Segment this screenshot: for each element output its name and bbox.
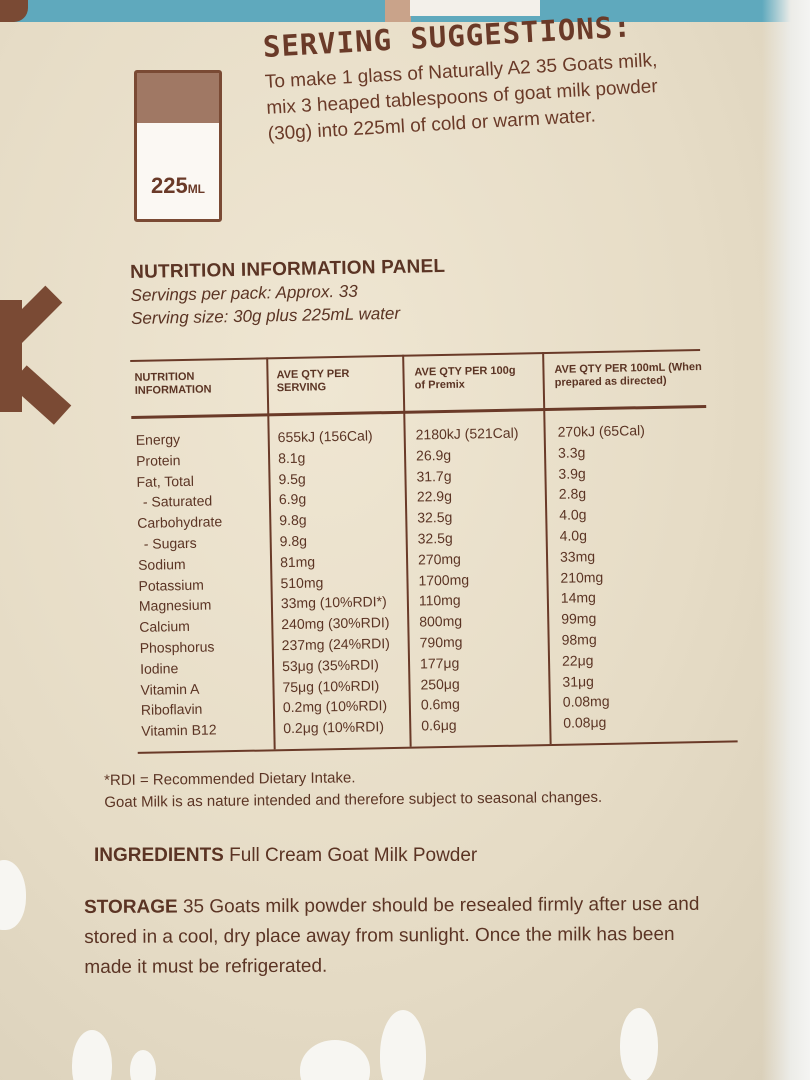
- per-100g-value: 250μg: [420, 675, 460, 693]
- partial-letter-k: [0, 285, 72, 425]
- per-100g-value: 177μg: [419, 654, 460, 672]
- nutrient-name: Fat, Total: [136, 472, 194, 490]
- per-100ml-value: 0.08mg: [562, 693, 610, 711]
- nutrient-name: Protein: [135, 451, 181, 469]
- per-100g-value: 32.5g: [417, 509, 453, 526]
- nutrient-name: Sodium: [137, 555, 186, 573]
- table-bottom-rule: [137, 740, 738, 754]
- per-serving-value: 0.2μg (10%RDI): [283, 718, 385, 737]
- per-100ml-value: 22μg: [561, 651, 594, 669]
- footnotes: *RDI = Recommended Dietary Intake. Goat …: [104, 763, 744, 814]
- nutrient-name: Calcium: [139, 618, 191, 636]
- milk-splash-bottom-5: [620, 1008, 658, 1080]
- per-100g-value: 800mg: [419, 612, 463, 630]
- per-serving-value: 81mg: [279, 553, 316, 570]
- nutrient-name: Vitamin B12: [141, 721, 217, 740]
- table-header-rule: [131, 404, 707, 419]
- per-100ml-value: 4.0g: [559, 527, 588, 544]
- storage: STORAGE 35 Goats milk powder should be r…: [84, 890, 724, 983]
- package-fold-edge: [762, 0, 810, 1080]
- per-100g-value: 0.6mg: [420, 696, 460, 713]
- per-100g-value: 26.9g: [415, 446, 452, 464]
- per-serving-value: 9.8g: [279, 532, 308, 550]
- nutrient-name: Energy: [135, 431, 181, 448]
- per-100g-value: 32.5g: [417, 529, 453, 547]
- per-100g-value: 0.6μg: [421, 716, 457, 734]
- per-100g-value: 2180kJ (521Cal): [415, 424, 519, 443]
- top-mid-shape: [385, 0, 411, 22]
- nutrient-name: Phosphorus: [139, 638, 215, 656]
- per-100ml-value: 210mg: [560, 568, 604, 586]
- per-serving-value: 655kJ (156Cal): [277, 427, 373, 446]
- per-serving-value: 9.8g: [279, 511, 307, 529]
- per-100ml-value: 2.8g: [558, 485, 587, 503]
- per-serving-value: 510mg: [280, 573, 324, 591]
- header-per-100ml: AVE QTY PER 100mL (When prepared as dire…: [554, 361, 702, 389]
- serving-suggestions: SERVING SUGGESTIONS: To make 1 glass of …: [262, 7, 688, 148]
- nutrient-name: Magnesium: [138, 596, 212, 615]
- nutrient-name: Iodine: [139, 659, 179, 677]
- per-100ml-value: 98mg: [561, 631, 597, 648]
- storage-label: STORAGE: [84, 896, 178, 918]
- nutrient-name: - Sugars: [143, 534, 197, 552]
- per-100ml-value: 4.0g: [559, 506, 587, 523]
- nutrient-name: Carbohydrate: [137, 513, 223, 532]
- milk-splash-left: [0, 860, 26, 930]
- per-serving-value: 8.1g: [277, 449, 306, 466]
- per-100g-value: 110mg: [418, 592, 461, 609]
- nutrient-name: Vitamin A: [140, 680, 200, 698]
- header-per-100g: AVE QTY PER 100g of Premix: [414, 364, 516, 392]
- top-color-band: [0, 0, 810, 22]
- per-100ml-value: 3.9g: [558, 464, 586, 482]
- nutrient-name: Riboflavin: [140, 701, 203, 719]
- per-serving-value: 240mg (30%RDI): [281, 614, 390, 633]
- per-100g-value: 1700mg: [418, 571, 470, 589]
- milk-splash-bottom-2: [130, 1050, 156, 1080]
- nutrition-table: NUTRITION INFORMATION AVE QTY PER SERVIN…: [130, 338, 748, 760]
- per-100ml-value: 3.3g: [557, 444, 586, 461]
- per-serving-value: 9.5g: [278, 470, 306, 487]
- header-per-serving: AVE QTY PER SERVING: [276, 367, 350, 395]
- per-100g-value: 22.9g: [416, 488, 453, 505]
- glass-icon: 225ML: [134, 70, 222, 222]
- per-serving-value: 0.2mg (10%RDI): [282, 697, 388, 716]
- ingredients-label: INGREDIENTS: [94, 845, 224, 866]
- per-serving-value: 53μg (35%RDI): [281, 656, 380, 674]
- milk-splash-bottom-3: [380, 1010, 426, 1080]
- nutrient-name: - Saturated: [142, 492, 213, 511]
- per-serving-value: 33mg (10%RDI*): [280, 593, 387, 612]
- per-100ml-value: 270kJ (65Cal): [557, 422, 645, 440]
- per-serving-value: 75μg (10%RDI): [282, 676, 380, 695]
- nutrient-name: Potassium: [138, 576, 205, 594]
- per-serving-value: 6.9g: [278, 491, 307, 508]
- per-100ml-value: 14mg: [560, 589, 597, 607]
- top-white-shape: [410, 0, 540, 16]
- ingredients-text: Full Cream Goat Milk Powder: [229, 845, 478, 866]
- header-nutrition-information: NUTRITION INFORMATION: [134, 370, 212, 397]
- serving-text: To make 1 glass of Naturally A2 35 Goats…: [264, 50, 659, 145]
- glass-volume-label: 225ML: [150, 173, 206, 198]
- per-100ml-value: 31μg: [562, 672, 595, 690]
- per-100ml-value: 33mg: [559, 547, 596, 565]
- per-serving-value: 237mg (24%RDI): [281, 635, 390, 654]
- nutrition-panel-heading: NUTRITION INFORMATION PANEL Servings per…: [130, 250, 751, 330]
- per-100ml-value: 99mg: [561, 610, 597, 627]
- per-100g-value: 790mg: [419, 633, 463, 651]
- top-left-brown-shape: [0, 0, 28, 22]
- table-top-rule: [130, 349, 701, 362]
- per-100g-value: 31.7g: [416, 467, 452, 485]
- ingredients: INGREDIENTS Full Cream Goat Milk Powder: [94, 845, 754, 867]
- per-100ml-value: 0.08μg: [563, 714, 607, 731]
- milk-splash-bottom-1: [72, 1030, 112, 1080]
- per-100g-value: 270mg: [417, 550, 462, 568]
- milk-splash-bottom-4: [300, 1040, 370, 1080]
